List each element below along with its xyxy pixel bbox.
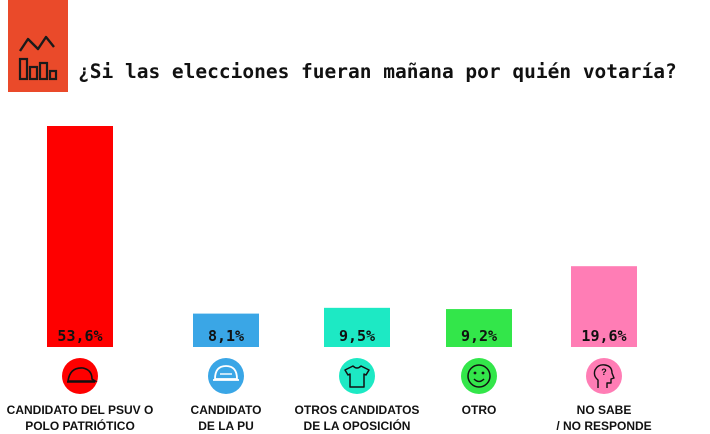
smiley-icon: [461, 358, 497, 394]
bar-1: [47, 126, 113, 347]
logo: [8, 0, 68, 92]
category-label-1: CANDIDATO DEL PSUV O POLO PATRIÓTICO: [6, 403, 154, 433]
bar-4: [446, 309, 512, 347]
helmet-icon: [208, 358, 244, 394]
bar-value-label-5: 19,6%: [581, 327, 626, 345]
bar-3: [324, 307, 390, 347]
category-label-2: CANDIDATO DE LA PU: [190, 403, 262, 433]
category-label-3: OTROS CANDIDATOS DE LA OPOSICIÓN: [294, 403, 420, 433]
thinking-head-icon: ?: [586, 358, 622, 394]
bar-value-label-2: 8,1%: [208, 327, 244, 345]
bar-chart-trend-icon: [18, 35, 58, 81]
page-title: ¿Si las elecciones fueran mañana por qui…: [78, 60, 677, 83]
bar-value-label-1: 53,6%: [57, 327, 102, 345]
shirt-icon: [339, 358, 375, 394]
bar-5: [571, 266, 637, 347]
category-label-4: OTRO: [461, 403, 497, 417]
svg-text:?: ?: [601, 367, 607, 377]
category-label-5: NO SABE / NO RESPONDE: [556, 403, 652, 433]
bar-2: [193, 313, 259, 347]
bar-value-label-4: 9,2%: [461, 327, 497, 345]
cap-icon: [62, 358, 98, 394]
bar-value-label-3: 9,5%: [339, 327, 375, 345]
